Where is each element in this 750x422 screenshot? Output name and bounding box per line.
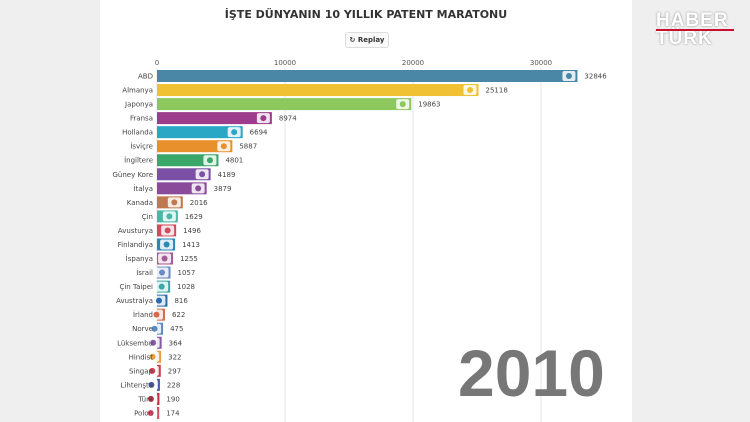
value-label: 174 <box>166 409 180 417</box>
flag-emblem <box>147 395 154 402</box>
category-label: Fransa <box>130 115 153 123</box>
replay-button[interactable]: ↻ Replay <box>345 32 389 48</box>
category-label: Japonya <box>124 101 153 109</box>
value-label: 475 <box>170 325 183 333</box>
flag-emblem <box>399 101 406 108</box>
bar <box>157 98 412 111</box>
value-label: 1028 <box>177 283 195 291</box>
logo-line1: HABER <box>656 10 729 31</box>
bar <box>157 112 272 125</box>
flag-emblem <box>164 227 171 234</box>
category-label: İsrail <box>136 268 153 277</box>
flag-emblem <box>195 185 202 192</box>
category-label: Norve <box>132 325 153 333</box>
tick-label: 0 <box>155 59 159 67</box>
value-label: 2016 <box>190 199 208 207</box>
flag-emblem <box>166 213 173 220</box>
category-label: Avustralya <box>116 297 153 305</box>
value-label: 816 <box>174 297 188 305</box>
flag-emblem <box>155 297 162 304</box>
flag-emblem <box>199 171 206 178</box>
category-label: İsviçre <box>130 142 153 151</box>
value-label: 5887 <box>239 143 257 151</box>
flag-emblem <box>467 87 474 94</box>
bar <box>157 70 578 82</box>
category-label: İspanya <box>126 254 153 263</box>
category-label: Kanada <box>127 199 153 207</box>
category-label: Lihtenşta <box>121 381 153 389</box>
flag-emblem <box>565 73 572 79</box>
category-label: İtalya <box>134 184 153 193</box>
flag-emblem <box>153 311 160 318</box>
bar <box>157 406 160 419</box>
value-label: 4189 <box>218 171 236 179</box>
value-label: 322 <box>168 353 181 361</box>
flag-emblem <box>171 199 178 206</box>
flag-emblem <box>151 325 158 332</box>
value-label: 297 <box>168 367 181 375</box>
chart-title: İŞTE DÜNYANIN 10 YILLIK PATENT MARATONU <box>224 8 508 21</box>
flag-emblem <box>147 409 154 416</box>
category-label: İrland <box>133 310 153 319</box>
value-label: 1629 <box>185 213 203 221</box>
bar <box>157 126 243 139</box>
flag-emblem <box>158 283 165 290</box>
category-label: Almanya <box>122 87 153 95</box>
category-label: Hollanda <box>122 129 153 137</box>
flag-emblem <box>159 269 166 276</box>
value-label: 1255 <box>180 255 198 263</box>
flag-emblem <box>148 381 155 388</box>
value-label: 622 <box>172 311 185 319</box>
flag-emblem <box>149 353 156 360</box>
category-label: Çin Taipei <box>119 283 153 291</box>
category-label: Lüksembu <box>117 339 153 347</box>
value-label: 32846 <box>584 73 607 81</box>
value-label: 19863 <box>418 101 440 109</box>
category-label: Singap <box>129 367 154 375</box>
flag-emblem <box>149 367 156 374</box>
flag-emblem <box>150 339 157 346</box>
flag-emblem <box>206 157 213 164</box>
value-label: 1057 <box>178 269 196 277</box>
bar <box>157 378 160 391</box>
value-label: 25118 <box>486 87 508 95</box>
value-label: 228 <box>167 381 180 389</box>
category-label: Polon <box>134 409 153 417</box>
tick-label: 30000 <box>530 59 552 67</box>
category-label: ABD <box>138 73 153 81</box>
category-label: Çin <box>142 213 153 221</box>
bar <box>157 154 219 167</box>
value-label: 3879 <box>214 185 232 193</box>
value-label: 6694 <box>250 129 268 137</box>
flag-emblem <box>163 241 170 248</box>
bar <box>157 140 233 153</box>
flag-emblem <box>260 115 267 122</box>
value-label: 1496 <box>183 227 201 235</box>
bar <box>157 364 161 377</box>
value-label: 1413 <box>182 241 200 249</box>
category-label: İngiltere <box>124 156 153 165</box>
flag-emblem <box>220 143 227 150</box>
category-label: Avusturya <box>118 227 153 235</box>
value-label: 364 <box>169 339 183 347</box>
category-label: Güney Kore <box>112 171 153 179</box>
flag-emblem <box>231 129 238 136</box>
category-label: Finlandiya <box>118 241 153 249</box>
value-label: 8974 <box>279 115 297 123</box>
bar <box>157 392 160 405</box>
year-label: 2010 <box>458 336 605 410</box>
value-label: 190 <box>166 395 179 403</box>
value-label: 4801 <box>225 157 243 165</box>
tick-label: 10000 <box>274 59 296 67</box>
bar <box>157 84 479 97</box>
category-label: Hindist <box>129 353 154 361</box>
haberturk-logo: HABER TÜRK <box>656 10 734 49</box>
tick-label: 20000 <box>402 59 424 67</box>
flag-emblem <box>161 255 168 262</box>
logo-line2: TÜRK <box>656 28 713 49</box>
category-label: Türk <box>137 395 154 403</box>
